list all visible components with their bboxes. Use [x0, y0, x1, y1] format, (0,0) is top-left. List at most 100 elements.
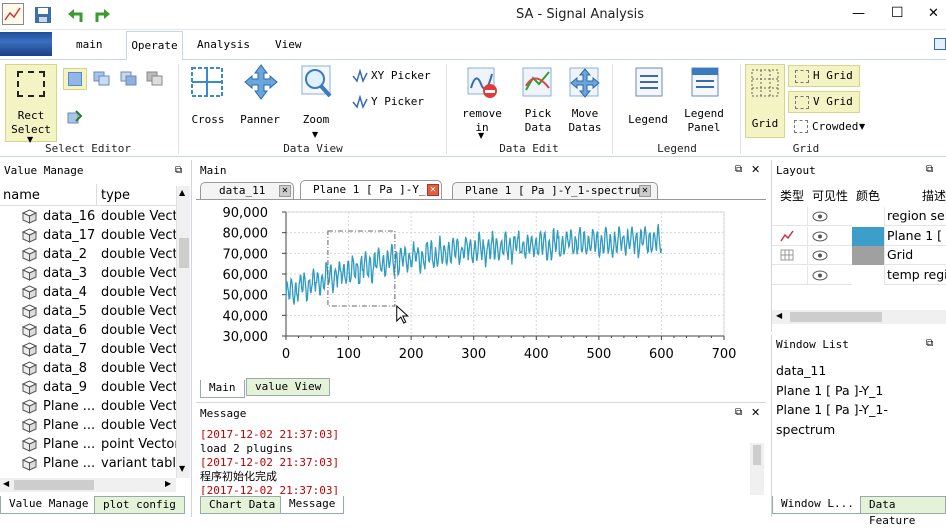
- select-mode-1-button[interactable]: [63, 68, 87, 90]
- legend-icon[interactable]: [634, 66, 664, 98]
- select-option-icon[interactable]: [67, 110, 83, 126]
- zoom-icon[interactable]: [300, 64, 334, 100]
- maximize-button[interactable]: ☐: [891, 5, 904, 21]
- undo-icon[interactable]: [66, 5, 86, 25]
- v-grid-button[interactable]: V Grid: [788, 91, 860, 113]
- save-icon[interactable]: [33, 5, 53, 25]
- tab-message[interactable]: Message: [280, 496, 345, 514]
- tab-value-view[interactable]: value View: [246, 378, 331, 396]
- column-header-type[interactable]: type: [101, 188, 131, 203]
- h-scroll-thumb[interactable]: [790, 312, 882, 322]
- scroll-right-icon[interactable]: ▶: [165, 479, 172, 488]
- tab-window-list[interactable]: Window L...: [772, 496, 863, 514]
- scroll-thumb[interactable]: [753, 445, 761, 465]
- tab-plot-config[interactable]: plot config: [94, 496, 185, 514]
- crowded-dropdown-icon[interactable]: ▼: [859, 122, 866, 131]
- scroll-down-icon[interactable]: ▼: [179, 464, 186, 473]
- list-item[interactable]: data_4 double Vecto: [0, 283, 176, 302]
- float-icon[interactable]: ⧉: [926, 164, 934, 175]
- color-swatch[interactable]: [852, 246, 884, 265]
- ribbon-collapse-icon[interactable]: [934, 38, 946, 50]
- eye-icon[interactable]: [812, 211, 828, 222]
- color-swatch[interactable]: [852, 207, 884, 226]
- layout-row[interactable]: region sel: [772, 207, 946, 226]
- list-item[interactable]: data_3 double Vecto: [0, 264, 176, 283]
- window-list-item[interactable]: Plane 1 [ Pa ]-Y_1: [776, 382, 884, 398]
- list-item[interactable]: Plane ... double Vecto: [0, 397, 176, 416]
- column-header-desc[interactable]: 描述: [922, 189, 946, 203]
- minimize-button[interactable]: —: [852, 6, 865, 21]
- scroll-up-icon[interactable]: ▲: [179, 188, 186, 197]
- message-scrollbar[interactable]: [750, 443, 764, 495]
- list-item[interactable]: data_2 double Vecto: [0, 245, 176, 264]
- column-header-type[interactable]: 类型: [780, 189, 805, 203]
- legend-panel-button[interactable]: Legend Panel: [684, 107, 724, 134]
- list-item[interactable]: Plane ... double Vecto: [0, 416, 176, 435]
- list-item[interactable]: Plane ... variant table: [0, 454, 176, 473]
- list-item[interactable]: data_5 double Vecto: [0, 302, 176, 321]
- close-tab-icon[interactable]: ✕: [279, 185, 291, 197]
- cross-button[interactable]: Cross: [191, 113, 225, 126]
- crowded-button[interactable]: Crowded: [812, 120, 859, 133]
- app-menu-button[interactable]: [0, 32, 52, 56]
- doc-tab-plane-y1[interactable]: Plane 1 [ Pa ]-Y_1 ✕: [300, 180, 442, 200]
- scroll-thumb[interactable]: [179, 238, 189, 268]
- list-item[interactable]: data_16 double Vecto: [0, 207, 176, 226]
- layout-row[interactable]: temp regio: [772, 265, 946, 285]
- float-icon[interactable]: ⧉: [175, 165, 183, 176]
- xy-picker-button[interactable]: XY Picker: [371, 69, 431, 82]
- redo-icon[interactable]: [92, 5, 112, 25]
- close-panel-icon[interactable]: ✕: [751, 406, 761, 419]
- window-list-item[interactable]: Plane 1 [ Pa ]-Y_1-spectrum: [776, 402, 888, 437]
- list-item[interactable]: Plane ... point Vector: [0, 435, 176, 454]
- remove-in-icon[interactable]: [466, 66, 500, 100]
- close-tab-icon[interactable]: ✕: [639, 185, 651, 197]
- select-mode-3-icon[interactable]: [120, 71, 138, 87]
- signal-chart[interactable]: 0 100 200 300 400 500 600 700 90,000 80,000 70,000…: [196, 200, 766, 378]
- remove-in-button[interactable]: remove in: [462, 107, 502, 134]
- scroll-left-icon[interactable]: ◀: [776, 311, 783, 320]
- select-mode-2-icon[interactable]: [93, 71, 111, 87]
- pick-data-button[interactable]: Pick Data: [524, 107, 552, 134]
- close-button[interactable]: ✕: [928, 6, 939, 21]
- tab-analysis[interactable]: Analysis: [197, 38, 250, 51]
- float-icon[interactable]: ⧉: [735, 407, 743, 418]
- list-item[interactable]: data_9 double Vecto: [0, 378, 176, 397]
- eye-icon[interactable]: [812, 270, 828, 281]
- color-swatch[interactable]: [852, 226, 884, 246]
- move-datas-icon[interactable]: [568, 66, 602, 100]
- doc-tab-data-11[interactable]: data_11 ✕: [200, 182, 294, 200]
- legend-button[interactable]: Legend: [628, 113, 668, 126]
- y-picker-button[interactable]: Y Picker: [371, 95, 424, 108]
- list-item[interactable]: data_6 double Vecto: [0, 321, 176, 340]
- column-header-color[interactable]: 颜色: [856, 189, 881, 203]
- layout-row[interactable]: Grid: [772, 246, 946, 265]
- float-icon[interactable]: ⧉: [735, 164, 743, 175]
- doc-tab-plane-y1-spectrum[interactable]: Plane 1 [ Pa ]-Y_1-spectrum ✕: [452, 182, 658, 200]
- float-icon[interactable]: ⧉: [926, 338, 934, 349]
- panner-button[interactable]: Panner: [240, 113, 280, 126]
- eye-icon[interactable]: [812, 250, 828, 261]
- h-grid-button[interactable]: H Grid: [788, 65, 860, 87]
- tab-chart-data[interactable]: Chart Data: [200, 496, 285, 514]
- list-item[interactable]: data_17 double Vecto: [0, 226, 176, 245]
- color-swatch[interactable]: [852, 265, 884, 285]
- vertical-scrollbar[interactable]: ▲ ▼: [176, 186, 190, 478]
- eye-icon[interactable]: [812, 231, 828, 242]
- column-header-visible[interactable]: 可见性: [812, 189, 849, 203]
- tab-data-feature[interactable]: Data Feature: [860, 496, 946, 527]
- panner-icon[interactable]: [244, 64, 278, 100]
- horizontal-scrollbar[interactable]: ◀ ▶: [0, 478, 176, 492]
- grid-button[interactable]: Grid: [745, 64, 785, 138]
- close-tab-icon[interactable]: ✕: [427, 184, 439, 196]
- tab-value-manage[interactable]: Value Manage: [0, 496, 98, 514]
- tab-main-view[interactable]: Main: [200, 380, 245, 398]
- list-item[interactable]: data_7 double Vecto: [0, 340, 176, 359]
- window-list-item[interactable]: data_11: [776, 363, 827, 378]
- rect-select-button[interactable]: Rect Select ▼: [5, 64, 57, 144]
- move-datas-button[interactable]: Move Datas: [568, 107, 602, 134]
- select-mode-4-icon[interactable]: [146, 71, 164, 87]
- close-panel-icon[interactable]: ✕: [751, 163, 761, 176]
- h-scroll-thumb[interactable]: [14, 480, 94, 490]
- tab-view[interactable]: View: [275, 38, 302, 51]
